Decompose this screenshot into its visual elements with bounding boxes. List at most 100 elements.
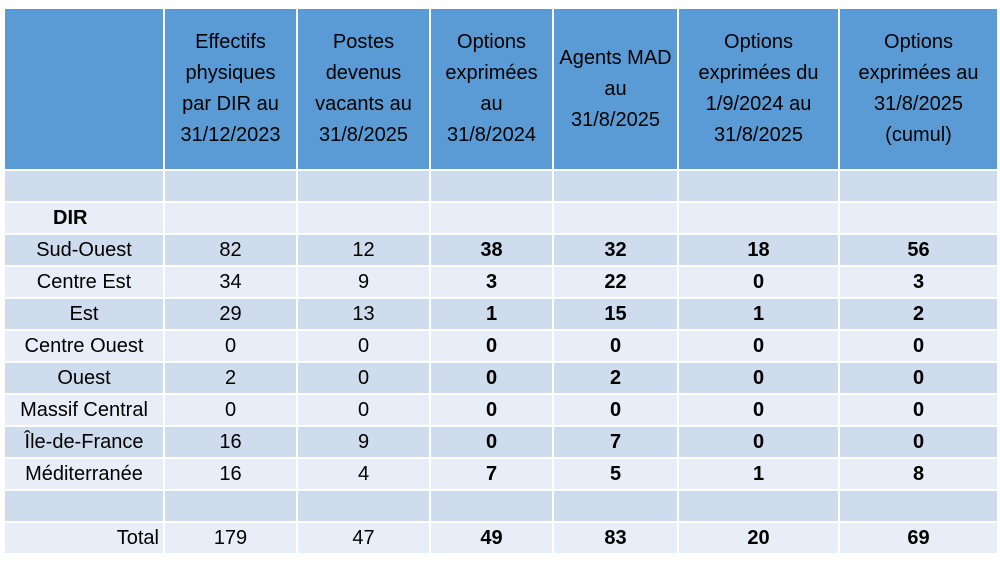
value-cell: 8	[840, 459, 997, 489]
value-cell: 0	[840, 363, 997, 393]
table-row: DIR	[5, 203, 997, 233]
table-row: Centre Est 34 9 3 22 0 3	[5, 267, 997, 297]
value-cell: 0	[298, 395, 429, 425]
value-cell: 0	[431, 427, 552, 457]
empty-cell	[840, 171, 997, 201]
row-label: Centre Ouest	[5, 331, 163, 361]
value-cell: 22	[554, 267, 677, 297]
value-cell: 0	[165, 395, 296, 425]
value-cell: 0	[431, 331, 552, 361]
value-cell: 5	[554, 459, 677, 489]
value-cell: 38	[431, 235, 552, 265]
empty-cell	[431, 171, 552, 201]
empty-cell	[554, 171, 677, 201]
value-cell: 0	[840, 395, 997, 425]
row-label: Île-de-France	[5, 427, 163, 457]
row-label: Ouest	[5, 363, 163, 393]
value-cell: 0	[554, 331, 677, 361]
section-label: DIR	[5, 203, 163, 233]
table-row: Centre Ouest 0 0 0 0 0 0	[5, 331, 997, 361]
value-cell: 7	[431, 459, 552, 489]
value-cell: 0	[165, 331, 296, 361]
empty-cell	[431, 203, 552, 233]
value-cell: 82	[165, 235, 296, 265]
empty-cell	[165, 491, 296, 521]
header-cell: Options exprimées du 1/9/2024 au 31/8/20…	[679, 9, 838, 169]
empty-cell	[679, 171, 838, 201]
value-cell: 0	[431, 395, 552, 425]
value-cell: 0	[840, 331, 997, 361]
value-cell: 2	[840, 299, 997, 329]
value-cell: 0	[298, 363, 429, 393]
value-cell: 0	[679, 395, 838, 425]
row-label: Massif Central	[5, 395, 163, 425]
empty-cell	[431, 491, 552, 521]
empty-cell	[5, 171, 163, 201]
row-label: Sud-Ouest	[5, 235, 163, 265]
total-cell: 49	[431, 523, 552, 553]
value-cell: 29	[165, 299, 296, 329]
value-cell: 0	[431, 363, 552, 393]
row-label: Centre Est	[5, 267, 163, 297]
empty-cell	[165, 171, 296, 201]
value-cell: 0	[840, 427, 997, 457]
total-cell: 83	[554, 523, 677, 553]
total-cell: 69	[840, 523, 997, 553]
empty-cell	[840, 491, 997, 521]
value-cell: 1	[679, 299, 838, 329]
value-cell: 12	[298, 235, 429, 265]
value-cell: 3	[431, 267, 552, 297]
row-label: Méditerranée	[5, 459, 163, 489]
empty-cell	[165, 203, 296, 233]
value-cell: 0	[679, 267, 838, 297]
value-cell: 3	[840, 267, 997, 297]
empty-cell	[298, 203, 429, 233]
empty-cell	[298, 171, 429, 201]
value-cell: 0	[679, 427, 838, 457]
value-cell: 2	[165, 363, 296, 393]
empty-cell	[840, 203, 997, 233]
header-cell: Options exprimées au 31/8/2024	[431, 9, 552, 169]
total-label: Total	[5, 523, 163, 553]
table-row: Méditerranée 16 4 7 5 1 8	[5, 459, 997, 489]
value-cell: 0	[679, 363, 838, 393]
value-cell: 34	[165, 267, 296, 297]
value-cell: 9	[298, 267, 429, 297]
total-cell: 179	[165, 523, 296, 553]
empty-cell	[679, 491, 838, 521]
table-row: Ouest 2 0 0 2 0 0	[5, 363, 997, 393]
empty-cell	[554, 203, 677, 233]
empty-cell	[679, 203, 838, 233]
value-cell: 0	[679, 331, 838, 361]
value-cell: 16	[165, 427, 296, 457]
table-row: Est 29 13 1 15 1 2	[5, 299, 997, 329]
value-cell: 4	[298, 459, 429, 489]
table-row	[5, 171, 997, 201]
value-cell: 1	[679, 459, 838, 489]
table-row: Total 179 47 49 83 20 69	[5, 523, 997, 553]
value-cell: 9	[298, 427, 429, 457]
empty-cell	[554, 491, 677, 521]
header-cell: Options exprimées au 31/8/2025 (cumul)	[840, 9, 997, 169]
value-cell: 32	[554, 235, 677, 265]
value-cell: 15	[554, 299, 677, 329]
header-cell	[5, 9, 163, 169]
table-row: Sud-Ouest 82 12 38 32 18 56	[5, 235, 997, 265]
table-row	[5, 491, 997, 521]
value-cell: 0	[298, 331, 429, 361]
value-cell: 2	[554, 363, 677, 393]
header-cell: Effectifs physiques par DIR au 31/12/202…	[165, 9, 296, 169]
total-cell: 20	[679, 523, 838, 553]
header-cell: Postes devenus vacants au 31/8/2025	[298, 9, 429, 169]
value-cell: 7	[554, 427, 677, 457]
value-cell: 56	[840, 235, 997, 265]
empty-cell	[5, 491, 163, 521]
total-cell: 47	[298, 523, 429, 553]
header-row: Effectifs physiques par DIR au 31/12/202…	[5, 9, 997, 169]
value-cell: 1	[431, 299, 552, 329]
table-row: Île-de-France 16 9 0 7 0 0	[5, 427, 997, 457]
value-cell: 18	[679, 235, 838, 265]
data-table: Effectifs physiques par DIR au 31/12/202…	[3, 7, 999, 555]
table-row: Massif Central 0 0 0 0 0 0	[5, 395, 997, 425]
empty-cell	[298, 491, 429, 521]
